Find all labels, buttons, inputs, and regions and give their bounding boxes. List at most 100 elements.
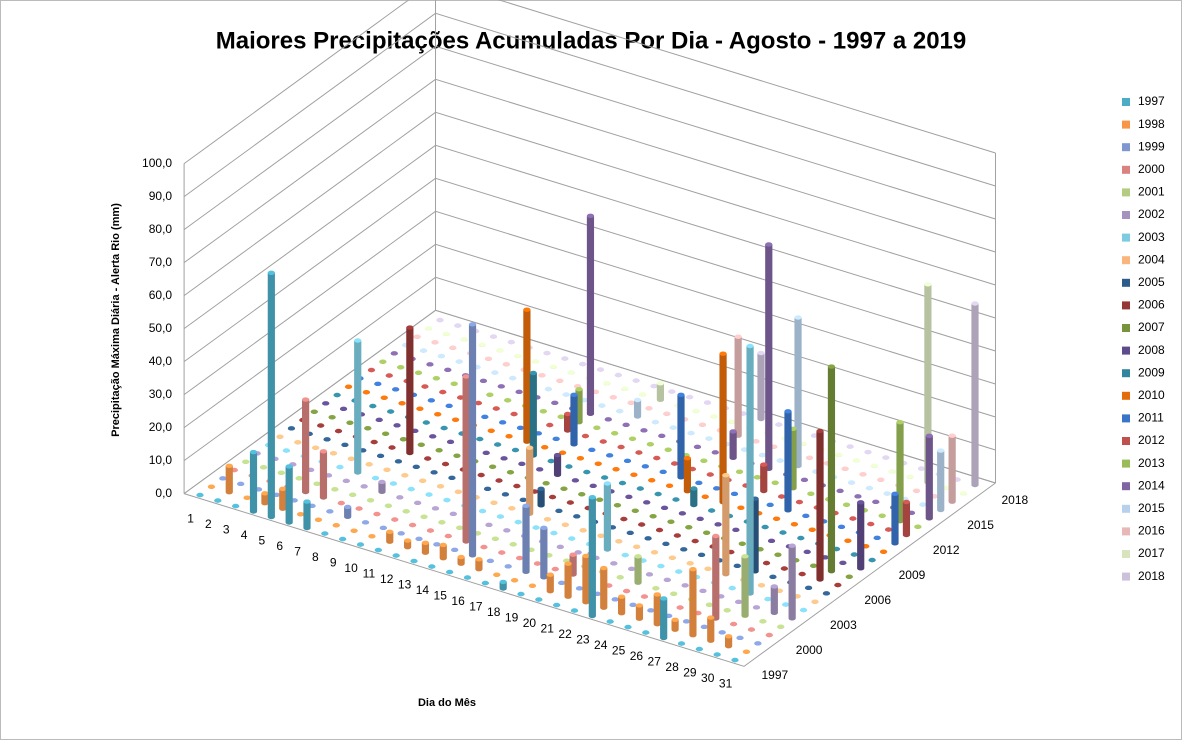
legend-swatch bbox=[1122, 437, 1130, 445]
bar-top bbox=[971, 301, 979, 306]
bar-top bbox=[810, 433, 819, 438]
bar-top bbox=[482, 450, 490, 456]
bar-top bbox=[570, 392, 578, 398]
bar-top bbox=[653, 455, 661, 461]
bar-top bbox=[445, 403, 453, 409]
bar-top bbox=[714, 522, 722, 527]
legend-label: 2006 bbox=[1138, 298, 1165, 312]
bar-top bbox=[599, 439, 607, 444]
legend-label: 2003 bbox=[1138, 230, 1165, 244]
bar bbox=[526, 447, 534, 516]
bar-top bbox=[553, 452, 562, 458]
bar-top bbox=[738, 541, 746, 546]
bar bbox=[303, 501, 311, 531]
legend-swatch bbox=[1122, 369, 1130, 378]
bar bbox=[586, 215, 595, 417]
bar-top bbox=[640, 594, 649, 599]
bar-top bbox=[392, 387, 400, 392]
bar-top bbox=[438, 519, 446, 525]
bar-top bbox=[513, 483, 521, 489]
bar-top bbox=[361, 520, 370, 525]
legend-swatch bbox=[1122, 504, 1130, 513]
bar bbox=[734, 336, 742, 438]
x-tick-label: 17 bbox=[469, 600, 483, 614]
bar-top bbox=[491, 370, 499, 375]
bar-top bbox=[883, 491, 891, 496]
z-tick-label: 2000 bbox=[796, 643, 823, 657]
bar-top bbox=[350, 528, 358, 533]
bar-top bbox=[735, 599, 743, 605]
bar-top bbox=[196, 492, 204, 498]
bar-top bbox=[421, 384, 429, 389]
bar bbox=[660, 598, 668, 641]
legend-swatch bbox=[1122, 165, 1130, 174]
bar-top bbox=[798, 571, 806, 577]
bar bbox=[746, 346, 754, 596]
bar-top bbox=[652, 585, 660, 591]
bar-top bbox=[407, 486, 415, 492]
legend-label: 2012 bbox=[1138, 433, 1165, 447]
bar-top bbox=[695, 646, 703, 652]
bar-top bbox=[597, 533, 605, 538]
x-tick-label: 1 bbox=[187, 512, 194, 526]
bar bbox=[757, 353, 765, 422]
bar-top bbox=[446, 569, 454, 575]
bar-top bbox=[589, 483, 597, 489]
x-tick-label: 16 bbox=[451, 594, 465, 608]
bar-top bbox=[349, 492, 357, 497]
bar-top bbox=[477, 472, 485, 478]
bar-top bbox=[431, 506, 440, 511]
bar-top bbox=[416, 406, 424, 411]
bar-top bbox=[451, 417, 460, 422]
bar-top bbox=[669, 425, 677, 430]
bar bbox=[784, 411, 792, 513]
bar-top bbox=[692, 408, 700, 414]
bar-top bbox=[719, 351, 727, 356]
legend-swatch bbox=[1122, 256, 1130, 265]
bar-top bbox=[420, 514, 428, 519]
bar-top bbox=[303, 499, 311, 504]
bar-top bbox=[677, 392, 685, 398]
bar-top bbox=[446, 439, 455, 445]
bar bbox=[677, 394, 685, 480]
bar-top bbox=[701, 494, 709, 499]
bar-top bbox=[332, 522, 340, 528]
bar bbox=[689, 569, 697, 638]
bar-top bbox=[526, 445, 534, 450]
bar-top bbox=[518, 461, 526, 467]
x-tick-label: 30 bbox=[701, 671, 715, 685]
bar bbox=[635, 605, 644, 621]
bar-top bbox=[476, 436, 484, 442]
bar-top bbox=[609, 394, 617, 400]
bar-top bbox=[433, 542, 441, 547]
bar-top bbox=[741, 554, 749, 559]
bar-top bbox=[443, 497, 451, 503]
x-tick-label: 6 bbox=[276, 539, 283, 553]
bar-top bbox=[364, 425, 372, 431]
bar-top bbox=[586, 213, 595, 219]
bar-top bbox=[673, 533, 681, 538]
bar-top bbox=[767, 538, 776, 544]
bar-top bbox=[294, 439, 302, 445]
bar-top bbox=[547, 458, 555, 464]
bar-top bbox=[776, 458, 784, 463]
bar-top bbox=[347, 456, 355, 461]
bar bbox=[948, 435, 956, 504]
bar-top bbox=[845, 574, 853, 579]
bar-top bbox=[334, 428, 343, 434]
bar-top bbox=[596, 367, 605, 372]
bar-top bbox=[703, 530, 711, 535]
bar-top bbox=[867, 521, 875, 527]
x-tick-label: 27 bbox=[648, 655, 662, 669]
bar-top bbox=[769, 574, 777, 580]
bar-top bbox=[803, 549, 811, 555]
bar-top bbox=[613, 502, 622, 508]
legend-swatch bbox=[1122, 527, 1130, 536]
bar-top bbox=[878, 513, 886, 518]
bar-top bbox=[581, 433, 590, 439]
bar-top bbox=[616, 408, 624, 414]
bar-top bbox=[625, 494, 633, 500]
bar-top bbox=[650, 383, 658, 389]
bar-top bbox=[618, 480, 627, 486]
bar-top bbox=[336, 464, 344, 470]
